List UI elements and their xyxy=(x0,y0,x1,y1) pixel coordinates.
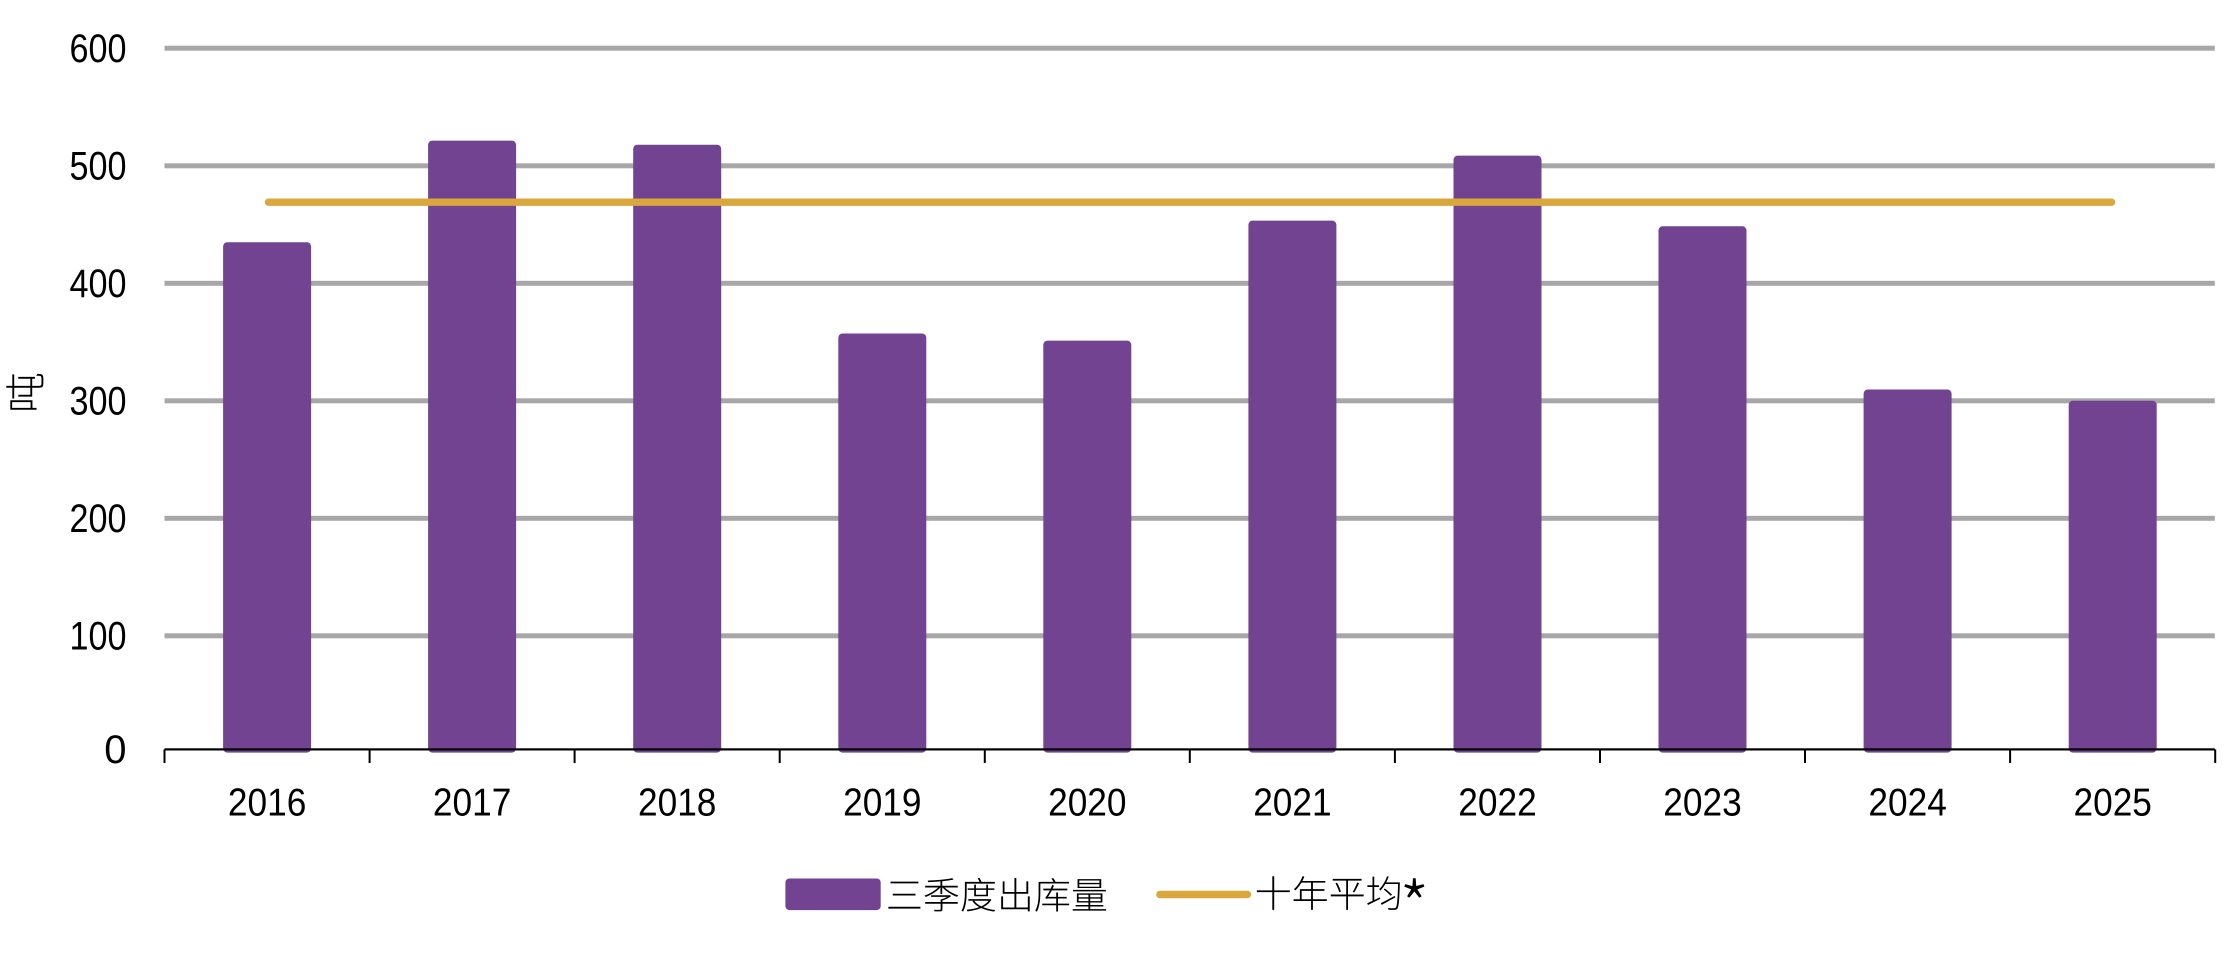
svg-text:2016: 2016 xyxy=(228,782,306,825)
svg-text:2021: 2021 xyxy=(1253,782,1331,825)
svg-text:200: 200 xyxy=(70,497,127,541)
svg-text:2025: 2025 xyxy=(2074,782,2152,825)
svg-text:0: 0 xyxy=(104,728,126,772)
svg-text:2024: 2024 xyxy=(1868,782,1946,825)
svg-text:600: 600 xyxy=(70,27,127,71)
svg-text:2022: 2022 xyxy=(1458,782,1536,825)
svg-text:2019: 2019 xyxy=(843,782,921,825)
svg-text:300: 300 xyxy=(70,380,127,424)
svg-text:400: 400 xyxy=(70,262,127,306)
svg-text:2018: 2018 xyxy=(638,782,716,825)
svg-text:2017: 2017 xyxy=(433,782,511,825)
svg-text:500: 500 xyxy=(70,145,127,189)
svg-text:100: 100 xyxy=(70,615,127,659)
svg-text:2020: 2020 xyxy=(1048,782,1126,825)
svg-text:2023: 2023 xyxy=(1663,782,1741,825)
